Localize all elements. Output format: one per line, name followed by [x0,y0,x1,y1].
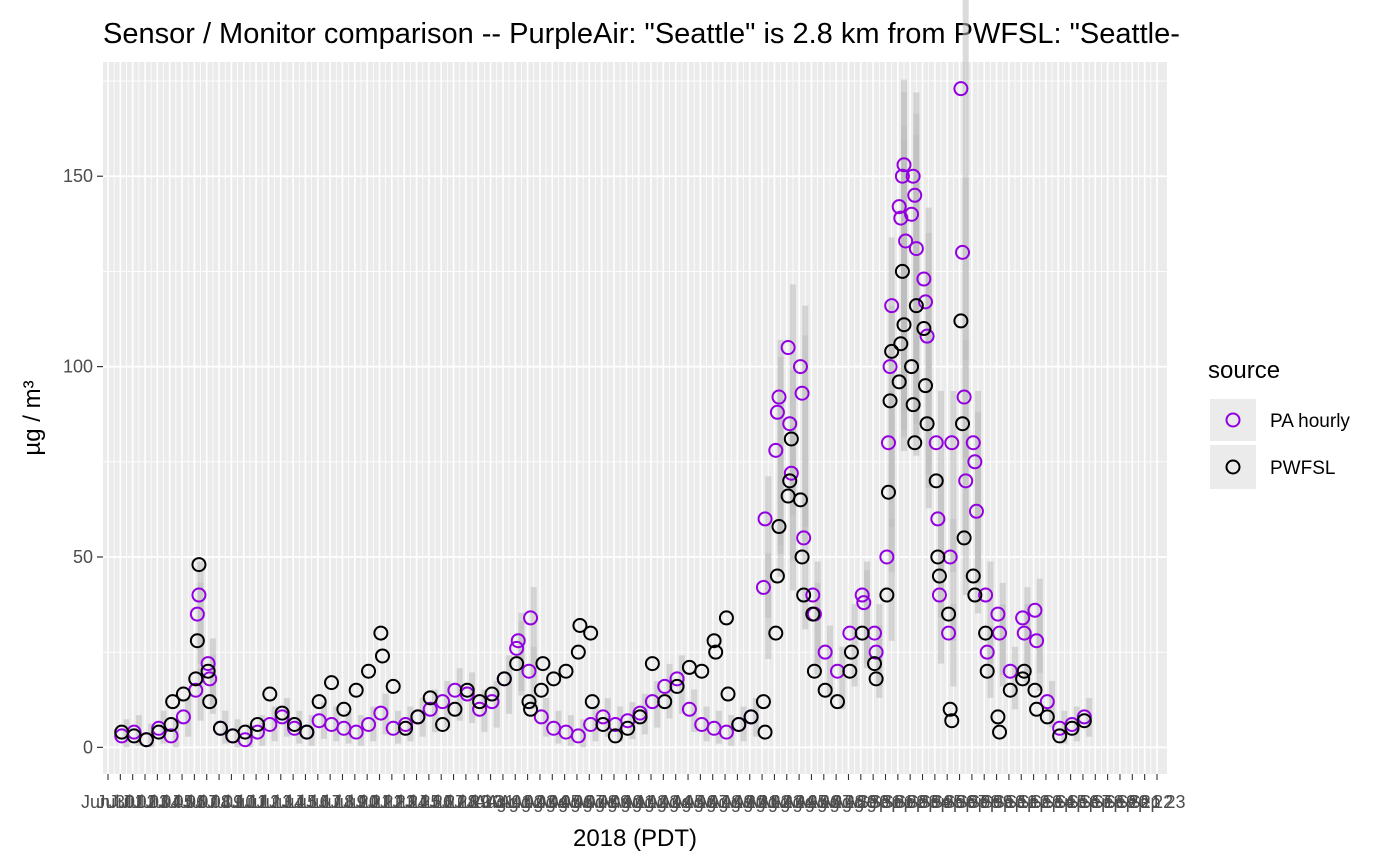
y-axis: 0 50 100 150 [63,166,103,757]
spread-band [1037,613,1043,691]
legend-key-bg-pa [1210,399,1256,441]
legend-key-bg-pwfsl [1210,445,1256,489]
spread-band [778,340,784,545]
spread-band [963,434,969,595]
spread-band [765,476,771,618]
y-tick-label: 100 [63,357,93,377]
y-tick-label: 50 [73,547,93,567]
x-axis: Jun 30Jul 01Jul 02Jul 03Jul 04Jul 05Jul … [81,774,1186,812]
spread-band [950,391,956,572]
x-tick-label: Sep 23 [1128,792,1185,812]
chart-title: Sensor / Monitor comparison -- PurpleAir… [103,18,1180,50]
spread-band [889,237,895,490]
x-axis-title: 2018 (PDT) [573,825,697,852]
y-tick-label: 0 [83,737,93,757]
spread-band [790,425,796,590]
y-tick-label: 150 [63,166,93,186]
legend-label-pwfsl: PWFSL [1270,458,1335,479]
legend: source PA hourly PWFSL [1208,357,1350,489]
y-axis-title: µg / m³ [19,380,46,455]
legend-label-pa-hourly: PA hourly [1270,411,1350,432]
legend-title: source [1208,357,1280,384]
